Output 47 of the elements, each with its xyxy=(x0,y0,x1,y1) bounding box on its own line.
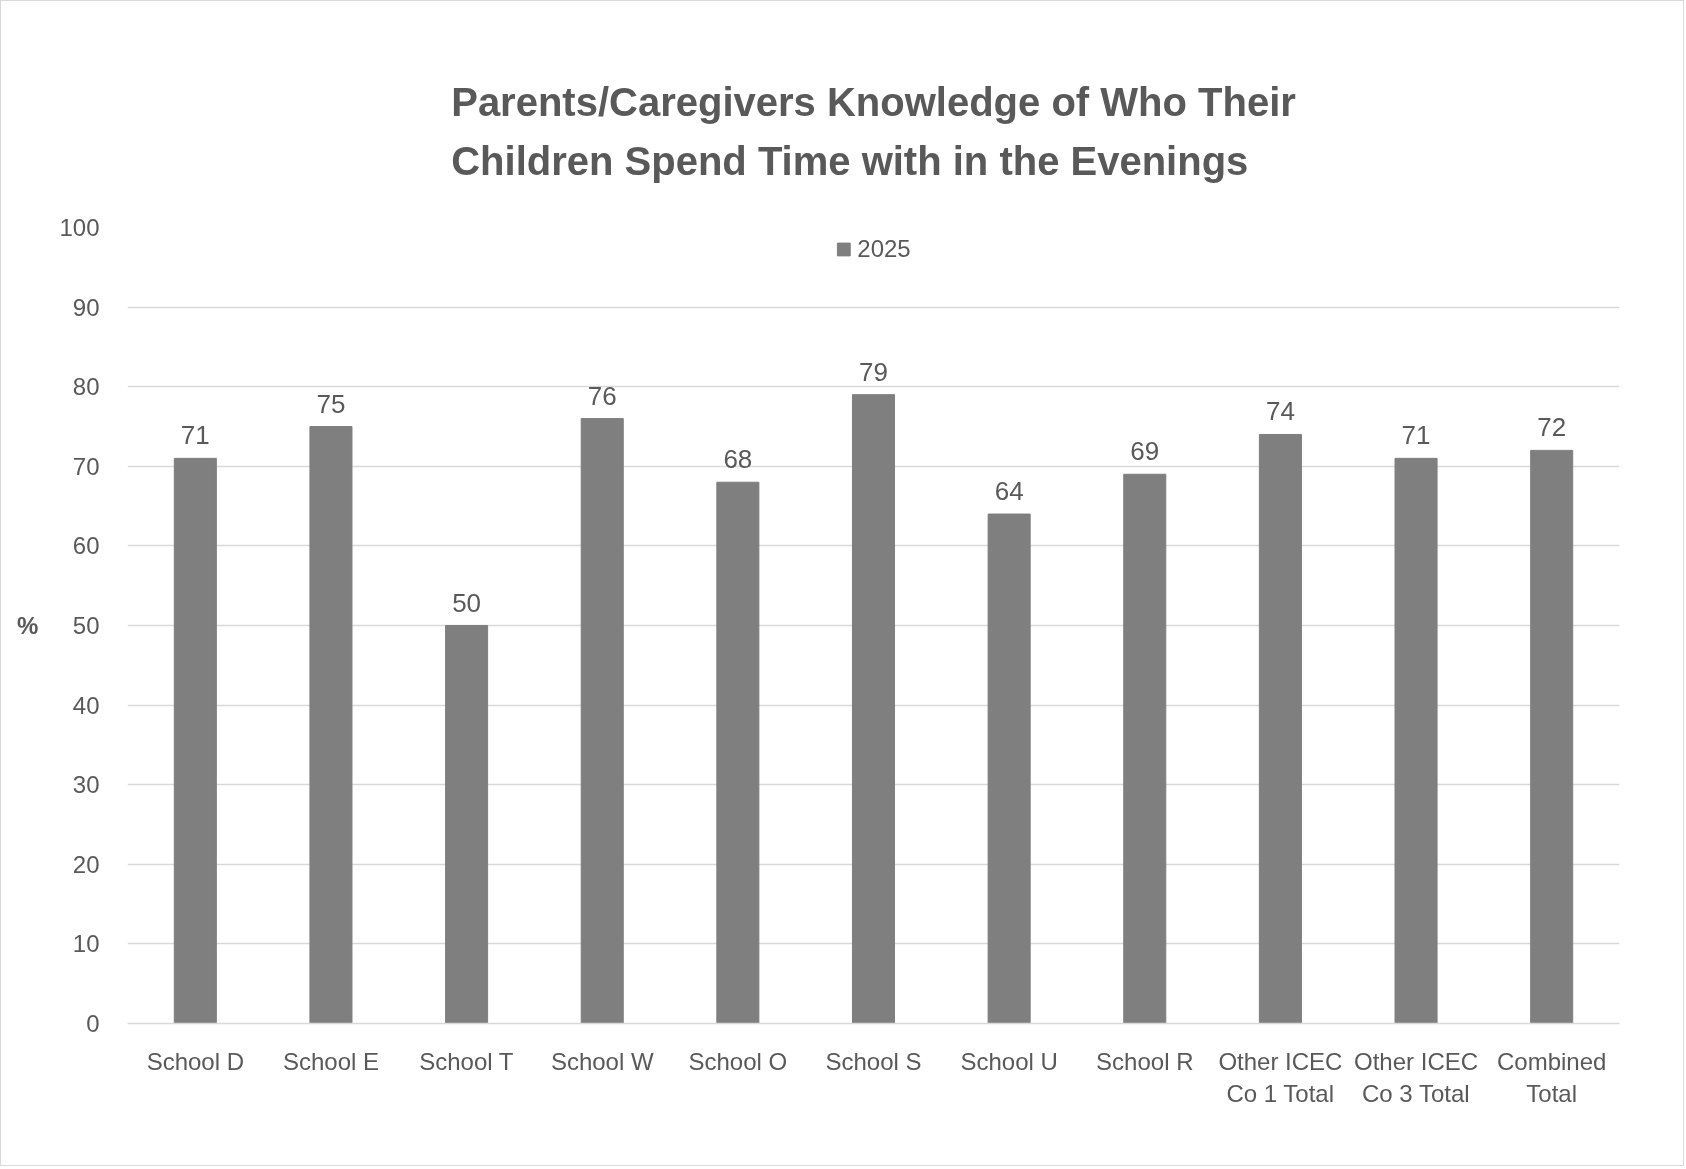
data-label: 74 xyxy=(1265,396,1295,427)
data-label: 69 xyxy=(1130,436,1160,467)
data-label: 75 xyxy=(316,388,346,419)
x-tick-label: Other ICEC Co 1 Total xyxy=(1218,1047,1343,1107)
bar xyxy=(716,481,760,1024)
bar xyxy=(1394,457,1438,1024)
data-label: 64 xyxy=(994,476,1024,507)
bar xyxy=(1123,473,1167,1024)
x-tick-label: School T xyxy=(419,1047,514,1075)
bar xyxy=(1530,449,1574,1024)
y-tick-label: 70 xyxy=(72,452,100,480)
x-tick-label: School O xyxy=(688,1047,788,1075)
data-label: 72 xyxy=(1537,412,1567,443)
y-tick-label: 60 xyxy=(72,532,100,560)
bar xyxy=(987,513,1031,1024)
chart-title: Parents/Caregivers Knowledge of Who Their Children Spend Time with in the Evenings xyxy=(451,80,1296,184)
data-label: 71 xyxy=(1401,420,1431,451)
bar xyxy=(851,394,896,1024)
x-tick-label: School D xyxy=(146,1047,245,1075)
x-tick-label: School S xyxy=(825,1047,922,1075)
data-label: 50 xyxy=(452,587,482,618)
y-tick-label: 40 xyxy=(72,691,100,719)
x-tick-label: School U xyxy=(960,1047,1058,1075)
bar xyxy=(580,418,624,1024)
x-tick-label: School E xyxy=(282,1047,379,1075)
y-tick-label: 100 xyxy=(59,214,100,241)
bar xyxy=(309,426,353,1024)
y-tick-label: 30 xyxy=(72,771,100,799)
y-tick-label: 0 xyxy=(86,1010,100,1037)
y-tick-label: 50 xyxy=(72,612,100,639)
data-label: 71 xyxy=(180,420,210,451)
y-axis-title: % xyxy=(17,612,39,639)
legend-label: 2025 xyxy=(857,235,911,263)
data-label: 68 xyxy=(723,444,753,475)
y-tick-label: 20 xyxy=(72,850,100,878)
data-label: 76 xyxy=(587,380,617,411)
x-tick-label: Other ICEC Co 3 Total xyxy=(1354,1047,1479,1107)
bar xyxy=(445,625,489,1024)
y-tick-label: 10 xyxy=(72,930,100,958)
x-tick-label: Combined Total xyxy=(1496,1047,1607,1107)
x-tick-label: School W xyxy=(550,1047,654,1075)
y-tick-label: 90 xyxy=(72,293,100,321)
y-tick-label: 80 xyxy=(72,373,100,401)
bar xyxy=(1258,433,1302,1024)
bar xyxy=(173,457,217,1024)
data-label: 79 xyxy=(859,356,888,387)
x-tick-label: School R xyxy=(1096,1047,1194,1075)
